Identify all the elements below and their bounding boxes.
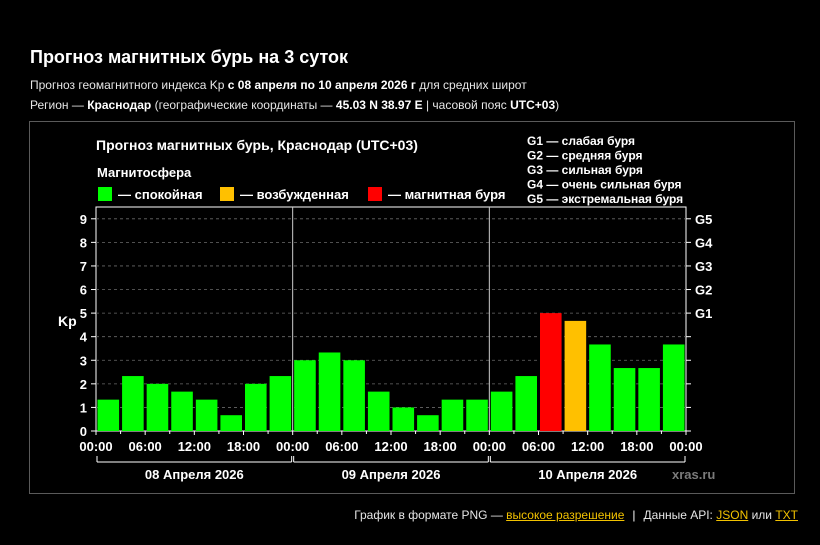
x-tick-label: 00:00 <box>473 439 506 454</box>
kp-bar <box>220 415 242 431</box>
kp-bar <box>392 407 415 431</box>
png-text: График в формате PNG — <box>354 508 507 522</box>
region-timezone: UTC+03 <box>510 98 556 112</box>
kp-bar <box>294 360 316 431</box>
kp-bar <box>417 415 439 431</box>
kp-bar <box>466 399 488 431</box>
txt-link[interactable]: TXT <box>775 508 798 522</box>
g-level-label: G4 <box>695 235 713 250</box>
kp-bar <box>613 368 636 431</box>
y-tick-label: 6 <box>80 283 87 298</box>
g-level-label: G3 <box>695 259 712 274</box>
y-tick-label: 7 <box>80 259 87 274</box>
kp-bar <box>515 376 537 431</box>
legend-label-active: — возбужденная <box>240 187 349 202</box>
g-level-label: G1 <box>695 306 712 321</box>
kp-bar <box>589 344 611 431</box>
legend-label-storm: — магнитная буря <box>388 187 505 202</box>
kp-bar <box>195 399 218 431</box>
footer: График в формате PNG — высокое разрешени… <box>354 508 798 522</box>
x-tick-label: 00:00 <box>276 439 309 454</box>
footer-divider: | <box>632 508 636 522</box>
legend-swatch-active <box>220 187 234 201</box>
g-level-label: G5 <box>695 212 712 227</box>
x-tick-label: 00:00 <box>669 439 702 454</box>
x-tick-label: 00:00 <box>79 439 112 454</box>
day-label: 09 Апреля 2026 <box>342 467 441 482</box>
page-title: Прогноз магнитных бурь на 3 суток <box>30 47 349 67</box>
legend-swatch-storm <box>368 187 382 201</box>
kp-bar <box>367 391 390 431</box>
kp-bar <box>122 376 144 431</box>
or-text: или <box>748 508 776 522</box>
y-tick-label: 3 <box>80 353 87 368</box>
x-tick-label: 18:00 <box>424 439 457 454</box>
kp-bar <box>269 376 292 431</box>
y-tick-label: 9 <box>80 212 87 227</box>
x-tick-label: 06:00 <box>129 439 162 454</box>
storm-scale-item: G3 — сильная буря <box>527 163 643 177</box>
day-label: 10 Апреля 2026 <box>538 467 637 482</box>
storm-scale-item: G2 — средняя буря <box>527 149 643 163</box>
legend-label-calm: — спокойная <box>118 187 203 202</box>
kp-bar <box>662 344 685 431</box>
y-tick-label: 1 <box>80 400 87 415</box>
watermark: xras.ru <box>672 467 715 482</box>
description-suffix: для средних широт <box>415 78 527 92</box>
kp-bar <box>97 399 120 431</box>
chart-title: Прогноз магнитных бурь, Краснодар (UTC+0… <box>96 137 418 153</box>
g-level-label: G2 <box>695 283 712 298</box>
kp-bar <box>540 313 562 431</box>
kp-bar <box>564 320 587 431</box>
coords-prefix: (географические координаты — <box>151 98 336 112</box>
day-label: 08 Апреля 2026 <box>145 467 244 482</box>
x-tick-label: 12:00 <box>374 439 407 454</box>
region-info: Регион — Краснодар (географические коорд… <box>30 98 559 112</box>
x-tick-label: 18:00 <box>620 439 653 454</box>
kp-bar <box>171 391 193 431</box>
kp-bar <box>490 391 513 431</box>
region-coords: 45.03 N 38.97 E <box>335 98 423 112</box>
storm-scale-item: G5 — экстремальная буря <box>527 192 683 206</box>
legend-swatch-calm <box>98 187 112 201</box>
description-text: Прогноз геомагнитного индекса Kp <box>30 78 228 92</box>
api-text: Данные API: <box>643 508 717 522</box>
x-tick-label: 18:00 <box>227 439 260 454</box>
x-tick-label: 06:00 <box>522 439 555 454</box>
kp-bar <box>245 383 267 431</box>
y-tick-label: 8 <box>80 235 87 250</box>
legend-title: Магнитосфера <box>97 165 192 180</box>
region-prefix: Регион — <box>30 98 88 112</box>
x-tick-label: 12:00 <box>571 439 604 454</box>
x-tick-label: 12:00 <box>178 439 211 454</box>
x-tick-label: 06:00 <box>325 439 358 454</box>
forecast-description: Прогноз геомагнитного индекса Kp с 08 ап… <box>30 78 527 92</box>
region-suffix: ) <box>555 98 560 112</box>
y-tick-label: 0 <box>80 424 87 439</box>
kp-bar <box>146 383 169 431</box>
timezone-prefix: | часовой пояс <box>422 98 511 112</box>
y-tick-label: 4 <box>80 330 88 345</box>
kp-bar <box>318 352 341 431</box>
json-link[interactable]: JSON <box>716 508 749 522</box>
forecast-dates: с 08 апреля по 10 апреля 2026 г <box>227 78 416 92</box>
kp-bar <box>441 399 464 431</box>
kp-bar <box>343 360 365 431</box>
storm-scale-item: G1 — слабая буря <box>527 134 635 148</box>
high-res-link[interactable]: высокое разрешение <box>506 508 625 522</box>
y-tick-label: 2 <box>80 377 87 392</box>
kp-bar <box>638 368 660 431</box>
storm-scale-item: G4 — очень сильная буря <box>527 178 682 192</box>
kp-forecast-chart: Прогноз магнитных бурь, Краснодар (UTC+0… <box>58 134 715 482</box>
chart-container: Прогноз магнитных бурь, Краснодар (UTC+0… <box>29 121 795 494</box>
y-tick-label: 5 <box>80 306 87 321</box>
region-name: Краснодар <box>87 98 152 112</box>
y-axis-label: Kp <box>58 313 77 329</box>
